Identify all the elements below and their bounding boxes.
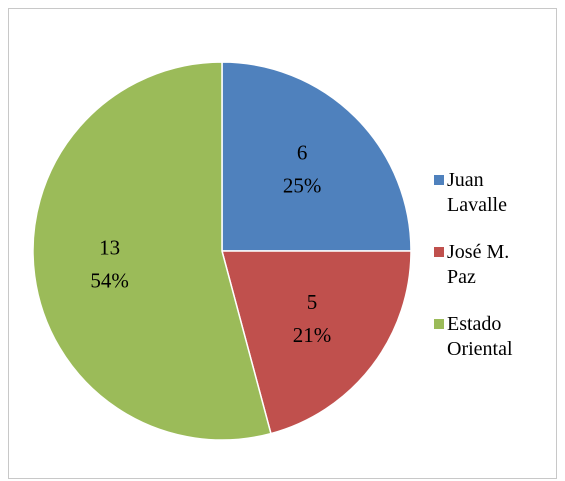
data-label: 13	[99, 236, 120, 260]
legend-label: José M. Paz	[447, 241, 510, 288]
percent-label: 25%	[283, 174, 322, 198]
legend-swatch	[434, 247, 444, 257]
percent-label: 21%	[293, 323, 332, 347]
legend-label: Juan Lavalle	[447, 169, 507, 216]
legend-swatch	[434, 175, 444, 185]
pie-slice	[221, 61, 412, 252]
legend-swatch	[434, 319, 444, 329]
percent-label: 54%	[90, 269, 129, 293]
data-label: 6	[297, 141, 308, 165]
legend-item: Estado Oriental	[434, 312, 525, 362]
pie-slice	[32, 61, 272, 441]
legend-item: José M. Paz	[434, 240, 525, 290]
pie-slice	[221, 250, 412, 435]
legend-item: Juan Lavalle	[434, 168, 525, 218]
legend-label: Estado Oriental	[447, 313, 513, 360]
data-label: 5	[307, 290, 318, 314]
chart-border	[8, 8, 557, 479]
legend: Juan Lavalle José M. Paz Estado Oriental	[434, 168, 525, 384]
